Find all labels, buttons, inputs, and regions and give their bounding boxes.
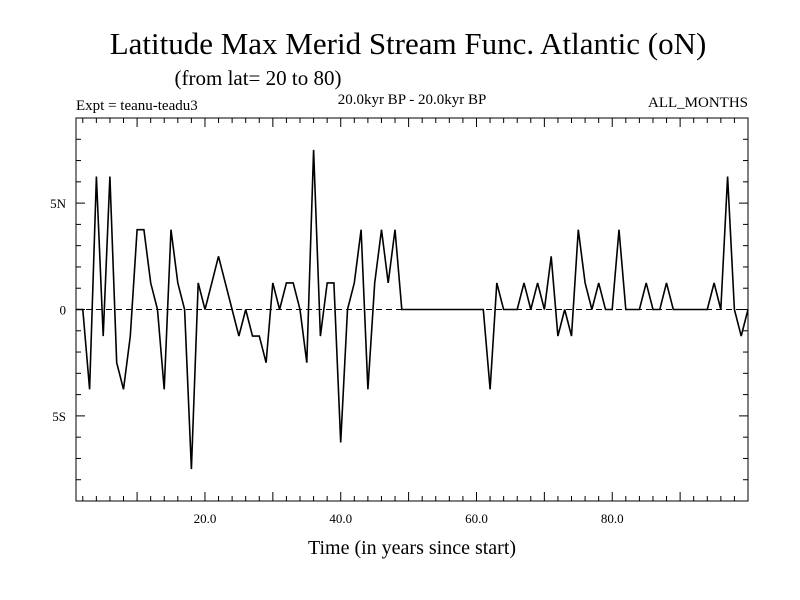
expt-label: Expt = teanu-teadu3 [76,98,198,114]
series-line [76,149,749,470]
x-tick-label: 60.0 [465,511,488,526]
x-tick-label: 80.0 [601,511,624,526]
y-tick-label: 5S [52,409,66,424]
plot-frame [75,117,749,502]
x-axis-label: Time (in years since start) [308,537,516,559]
y-tick-label: 0 [60,303,67,318]
tick-labels: 20.0 40.0 60.0 80.0 5N 0 5S [50,196,624,526]
chart-title: Latitude Max Merid Stream Func. Atlantic… [110,26,707,61]
x-tick-label: 40.0 [329,511,352,526]
y-tick-label: 5N [50,196,67,211]
chart-subtitle: (from lat= 20 to 80) [175,66,342,90]
period-label: 20.0kyr BP - 20.0kyr BP [338,92,487,108]
months-label: ALL_MONTHS [648,95,748,111]
x-tick-label: 20.0 [194,511,217,526]
